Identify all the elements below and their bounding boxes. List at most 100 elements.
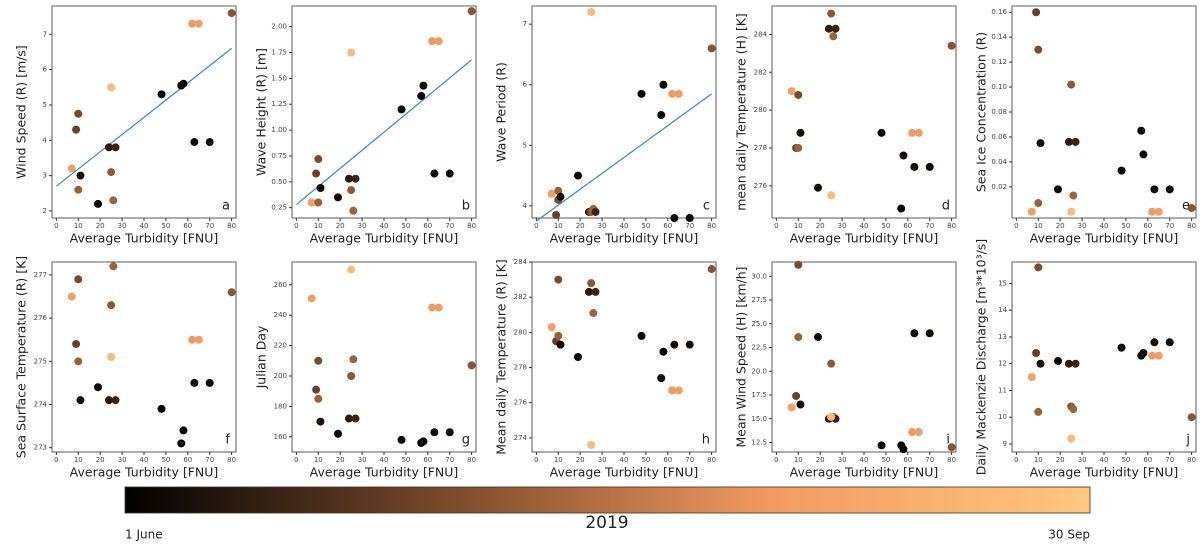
panel-letter: d: [942, 199, 950, 214]
point: [668, 89, 677, 98]
point: [1034, 263, 1043, 272]
point: [1067, 80, 1076, 89]
point: [347, 265, 356, 274]
point: [1064, 137, 1073, 146]
x-tick-label: 60: [663, 222, 672, 230]
y-tick-label: 7: [523, 20, 527, 28]
x-tick-label: 70: [925, 222, 934, 230]
x-tick-label: 0: [1014, 222, 1018, 230]
x-tick-label: 20: [816, 222, 825, 230]
point: [351, 414, 360, 423]
point: [1117, 166, 1126, 175]
point: [428, 37, 437, 46]
y-tick-label: 7: [43, 30, 47, 38]
point: [574, 353, 582, 361]
y-axis-label: Daily Mackenzie Discharge [m³*10³/s]: [974, 239, 989, 475]
point: [344, 414, 353, 423]
y-tick-label: 1.75: [271, 49, 287, 57]
colorbar-start: 1 June: [125, 528, 163, 542]
point: [707, 265, 716, 274]
panel-letter: a: [222, 199, 230, 214]
point: [657, 374, 666, 383]
point: [344, 174, 353, 183]
x-tick-label: 0: [774, 456, 778, 464]
point: [467, 7, 476, 16]
x-tick-label: 0: [774, 222, 778, 230]
point: [827, 412, 836, 421]
point: [1032, 8, 1041, 17]
x-tick-label: 10: [794, 222, 803, 230]
y-tick-label: 0.02: [991, 183, 1007, 191]
plot-frame: [51, 261, 237, 453]
point: [787, 87, 796, 96]
x-tick-label: 60: [663, 456, 672, 464]
point: [1067, 434, 1076, 443]
point: [1148, 207, 1157, 216]
x-tick-label: 40: [1100, 456, 1109, 464]
point: [107, 353, 116, 361]
y-tick-label: 13: [998, 333, 1007, 341]
colorbar-label: 2019: [585, 513, 628, 533]
point: [1036, 359, 1045, 368]
point: [1034, 407, 1043, 416]
point: [1165, 338, 1174, 347]
y-tick-label: 14: [998, 306, 1007, 314]
x-tick-label: 30: [598, 222, 607, 230]
x-tick-label: 80: [467, 456, 476, 464]
y-tick-label: 6: [43, 66, 48, 74]
y-tick-label: 278: [514, 364, 527, 372]
point: [1117, 343, 1126, 352]
y-tick-label: 200: [274, 372, 287, 380]
x-tick-label: 80: [1187, 222, 1196, 230]
x-tick-label: 60: [183, 456, 192, 464]
point: [796, 400, 805, 409]
y-axis-label: Wind Speed (R) [m/s]: [14, 45, 29, 179]
y-tick-label: 30.0: [751, 272, 767, 280]
y-tick-label: 1.00: [271, 126, 287, 134]
point: [1027, 207, 1036, 216]
point: [445, 428, 454, 437]
x-axis-label: Average Turbidity [FNU]: [550, 231, 699, 246]
point: [1069, 405, 1078, 414]
y-tick-label: 0.25: [271, 204, 287, 212]
point: [674, 386, 683, 395]
point: [1187, 413, 1196, 422]
point: [591, 287, 600, 296]
point: [428, 303, 437, 312]
y-tick-label: 1.25: [271, 100, 287, 108]
x-tick-label: 10: [794, 456, 803, 464]
x-tick-label: 40: [380, 222, 389, 230]
point: [587, 279, 596, 288]
x-tick-label: 10: [74, 456, 83, 464]
y-axis-label: mean daily Temperature (H) [K]: [734, 13, 749, 211]
point: [67, 164, 76, 173]
x-tick-label: 70: [205, 456, 214, 464]
point: [670, 214, 679, 222]
y-axis-label: Sea Ice Concentration (R): [974, 32, 989, 192]
point: [1165, 185, 1174, 194]
point: [314, 198, 323, 207]
point: [668, 386, 677, 395]
x-tick-label: 70: [925, 456, 934, 464]
x-tick-label: 10: [74, 222, 83, 230]
y-tick-label: 25.0: [751, 320, 767, 328]
point: [1150, 338, 1159, 347]
point: [434, 37, 443, 46]
plot-frame: [771, 5, 957, 219]
point: [1027, 373, 1036, 382]
x-tick-label: 10: [554, 456, 563, 464]
point: [104, 143, 113, 152]
point: [556, 192, 565, 201]
point: [554, 275, 563, 284]
point: [109, 196, 118, 205]
point: [794, 143, 803, 152]
point: [877, 128, 886, 137]
x-tick-label: 20: [96, 222, 105, 230]
y-tick-label: 0.14: [991, 33, 1007, 41]
x-tick-label: 30: [598, 456, 607, 464]
x-tick-label: 10: [314, 222, 323, 230]
panel-letter: j: [1185, 433, 1190, 448]
point: [434, 303, 443, 312]
point: [591, 207, 600, 216]
